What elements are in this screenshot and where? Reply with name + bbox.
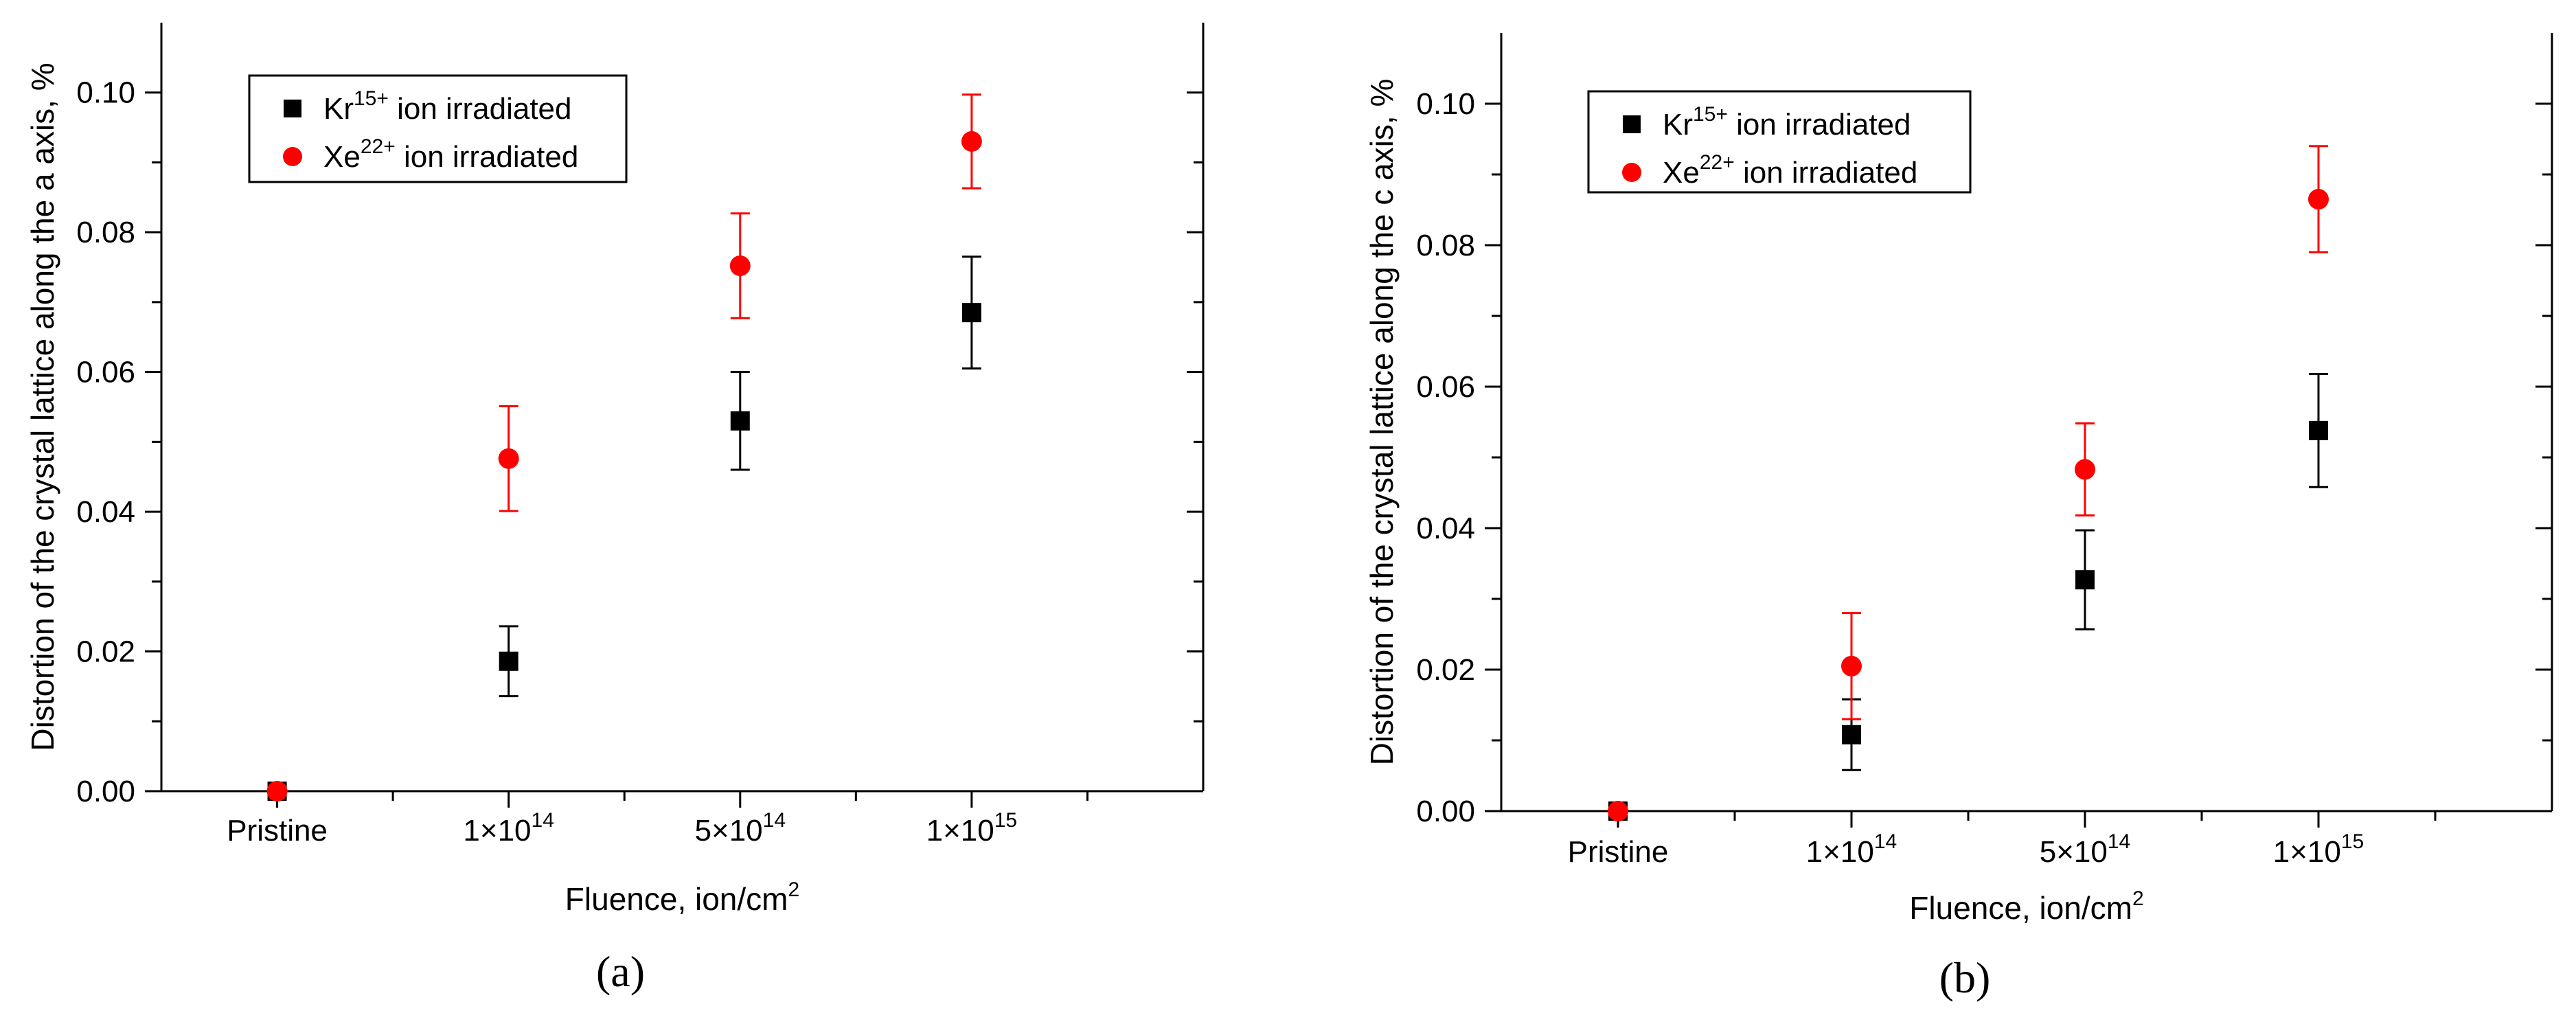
x-tick-label-base: 1×10: [2273, 835, 2341, 869]
legend-label-element: Xe: [323, 140, 361, 174]
y-tick-label: 0.00: [1416, 795, 1475, 828]
data-point: [961, 303, 981, 323]
x-axis-label-exponent: 2: [788, 878, 800, 901]
data-point: [730, 411, 750, 431]
panel-label: (a): [596, 947, 645, 996]
legend-marker: [284, 100, 301, 117]
legend-label-suffix: ion irradiated: [1735, 156, 1918, 190]
x-tick-label-exponent: 14: [2108, 830, 2130, 853]
data-point: [1608, 801, 1628, 821]
legend-label-suffix: ion irradiated: [1728, 108, 1911, 141]
data-point: [499, 651, 518, 671]
series-xe: [1608, 145, 2329, 821]
data-point: [2075, 459, 2095, 480]
x-tick-label-base: 5×10: [695, 814, 763, 847]
data-point: [961, 130, 982, 152]
legend-label-element: Kr: [323, 92, 354, 126]
data-point: [2308, 189, 2329, 210]
x-tick-label: 5×1014: [2040, 830, 2130, 869]
x-tick-label: Pristine: [1568, 835, 1669, 869]
data-point: [2075, 570, 2095, 590]
series-xe: [266, 93, 982, 801]
x-axis-label-text: Fluence, ion/cm: [1909, 890, 2132, 926]
y-tick-label: 0.08: [76, 216, 135, 249]
legend-label-charge: 22+: [1700, 151, 1735, 174]
y-tick-label: 0.04: [76, 495, 135, 529]
x-tick-label-base: 1×10: [1806, 835, 1874, 869]
x-axis-label: Fluence, ion/cm2: [565, 878, 799, 917]
y-tick-label: 0.06: [1416, 370, 1475, 404]
data-point: [266, 781, 288, 801]
y-tick-label: 0.08: [1416, 229, 1475, 262]
x-tick-label: 1×1015: [926, 809, 1017, 847]
legend-marker: [1622, 163, 1641, 182]
series-kr: [267, 255, 981, 801]
x-axis-label-exponent: 2: [2132, 887, 2144, 910]
legend-label: Kr15+ ion irradiated: [1663, 103, 1911, 141]
x-tick-label-base: 1×10: [926, 814, 994, 847]
data-point: [729, 255, 751, 277]
legend-label: Xe22+ ion irradiated: [323, 135, 578, 174]
x-axis-label: Fluence, ion/cm2: [1909, 887, 2143, 926]
y-tick-label: 0.06: [76, 356, 135, 389]
panel-label: (b): [1939, 953, 1991, 1002]
y-tick-label: 0.02: [76, 635, 135, 669]
data-point: [1841, 655, 1862, 676]
y-axis-label: Distortion of the crystal lattice along …: [25, 62, 60, 751]
y-tick-label: 0.10: [76, 76, 135, 110]
legend-marker: [283, 147, 302, 166]
x-tick-label-base: Pristine: [1568, 835, 1669, 869]
x-tick-label: 5×1014: [695, 809, 786, 847]
x-tick-label-base: 1×10: [463, 814, 531, 847]
legend-label: Xe22+ ion irradiated: [1663, 151, 1917, 190]
x-tick-label: 1×1014: [463, 809, 554, 847]
legend-label-charge: 15+: [1693, 103, 1728, 126]
y-tick-label: 0.10: [1416, 87, 1475, 121]
x-tick-label-exponent: 15: [2341, 830, 2364, 853]
legend-marker: [1623, 115, 1641, 133]
x-tick-label-exponent: 14: [763, 809, 786, 832]
x-tick-label-exponent: 14: [1874, 830, 1897, 853]
legend-box: [248, 74, 628, 183]
x-tick-label: 1×1014: [1806, 830, 1897, 869]
legend-label-charge: 22+: [361, 135, 396, 158]
series-kr: [1608, 372, 2328, 821]
data-point: [2309, 420, 2328, 440]
y-tick-label: 0.00: [76, 775, 135, 808]
data-point: [498, 448, 519, 469]
y-tick-label: 0.04: [1416, 512, 1475, 545]
legend-label-element: Xe: [1663, 156, 1700, 190]
legend-label: Kr15+ ion irradiated: [323, 87, 572, 126]
x-tick-label-exponent: 15: [994, 809, 1017, 832]
legend-box: [1587, 90, 1972, 194]
x-tick-label: 1×1015: [2273, 830, 2364, 869]
x-tick-label: Pristine: [227, 814, 328, 847]
x-tick-label-base: 5×10: [2040, 835, 2108, 869]
y-tick-label: 0.02: [1416, 653, 1475, 687]
x-tick-label-base: Pristine: [227, 814, 328, 847]
legend-label-element: Kr: [1663, 108, 1693, 141]
legend-label-suffix: ion irradiated: [396, 140, 579, 174]
legend-label-suffix: ion irradiated: [389, 92, 572, 126]
x-tick-label-exponent: 14: [532, 809, 554, 832]
x-axis-label-text: Fluence, ion/cm: [565, 881, 788, 917]
y-axis-label: Distortion of the crystal lattice along …: [1364, 79, 1400, 766]
legend-label-charge: 15+: [354, 87, 389, 110]
data-point: [1842, 725, 1861, 744]
